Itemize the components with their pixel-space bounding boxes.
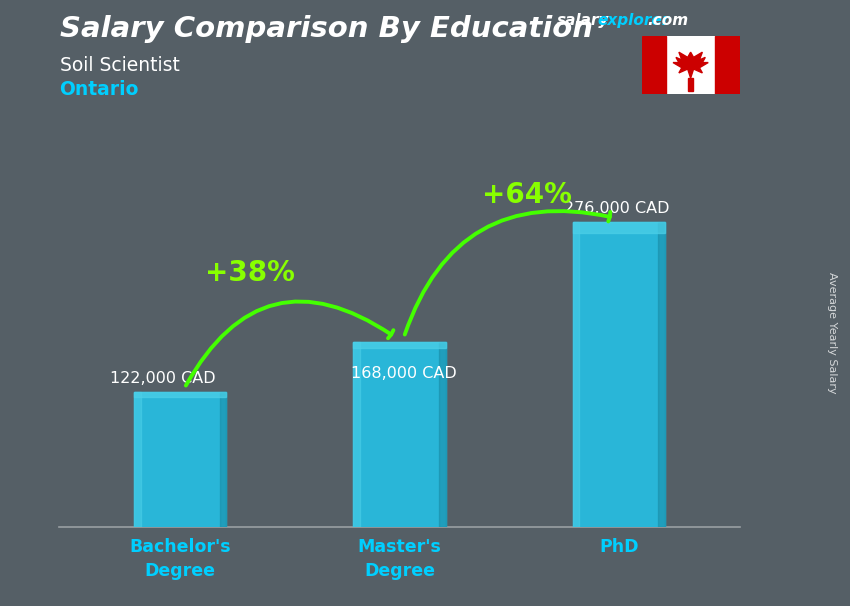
Bar: [220, 393, 226, 527]
Bar: [354, 342, 360, 527]
Text: +38%: +38%: [206, 259, 295, 287]
Bar: [688, 78, 693, 91]
Text: explorer: explorer: [598, 13, 670, 28]
Text: 276,000 CAD: 276,000 CAD: [564, 201, 670, 216]
Bar: [354, 342, 445, 348]
Bar: [642, 36, 666, 94]
Text: salary: salary: [557, 13, 609, 28]
Text: Average Yearly Salary: Average Yearly Salary: [827, 273, 837, 394]
Bar: [573, 222, 665, 527]
Text: Salary Comparison By Education: Salary Comparison By Education: [60, 15, 592, 43]
PathPatch shape: [673, 52, 708, 78]
Bar: [573, 222, 579, 527]
Bar: [134, 393, 140, 527]
Bar: [134, 393, 226, 527]
Text: Ontario: Ontario: [60, 80, 139, 99]
Bar: [134, 393, 226, 397]
Bar: [354, 342, 445, 527]
Bar: [659, 222, 665, 527]
Bar: [439, 342, 445, 527]
Bar: [573, 222, 665, 233]
Text: .com: .com: [648, 13, 689, 28]
Text: +64%: +64%: [482, 181, 572, 209]
Text: 122,000 CAD: 122,000 CAD: [110, 371, 216, 386]
Text: 168,000 CAD: 168,000 CAD: [351, 367, 457, 381]
Bar: [715, 36, 740, 94]
Text: Soil Scientist: Soil Scientist: [60, 56, 179, 75]
